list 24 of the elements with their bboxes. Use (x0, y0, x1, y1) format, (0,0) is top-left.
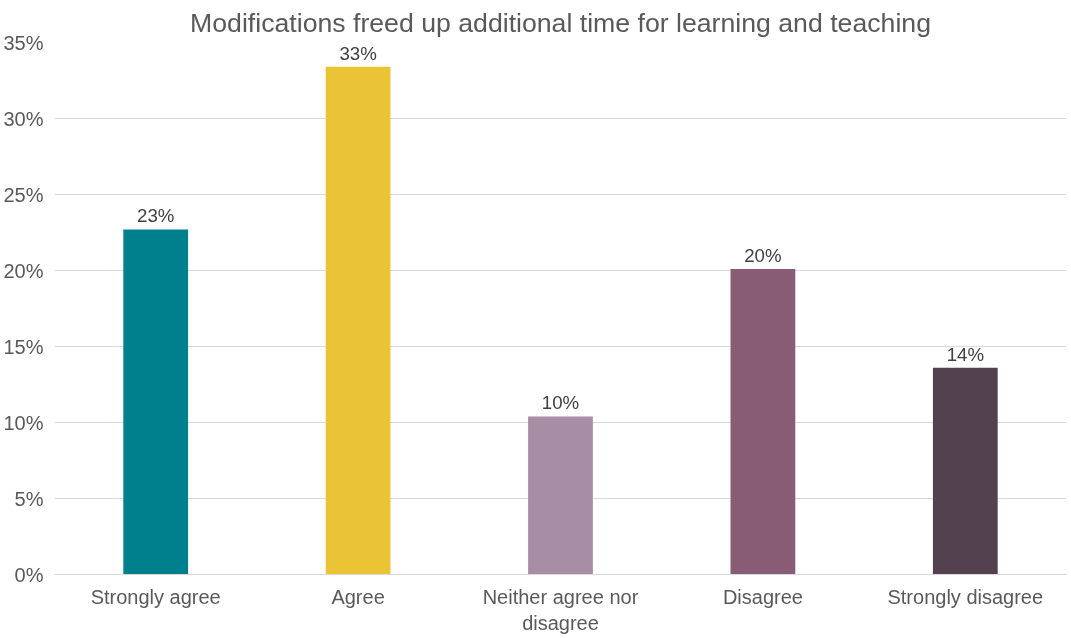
y-tick-label: 30% (3, 107, 44, 130)
bar (730, 268, 796, 575)
data-label: 20% (744, 244, 782, 266)
chart-title: Modifications freed up additional time for learning and teaching (190, 7, 931, 38)
bar (528, 416, 593, 575)
y-tick-label: 0% (14, 563, 44, 586)
x-tick-label: Disagree (722, 585, 803, 608)
data-label: 33% (339, 42, 377, 64)
y-tick-label: 25% (3, 183, 44, 206)
y-tick-label: 15% (3, 335, 44, 358)
x-tick-label: Neither agree nor disagree (482, 585, 639, 634)
bar (123, 229, 189, 575)
y-tick-label: 10% (3, 411, 44, 434)
y-tick-label: 5% (14, 487, 44, 510)
y-tick-label: 20% (3, 259, 44, 282)
x-tick-label: Strongly agree (90, 585, 221, 608)
x-tick-label: Agree (331, 585, 385, 608)
bar (325, 66, 391, 575)
data-label: 10% (541, 392, 580, 414)
x-tick-label: Strongly disagree (887, 585, 1044, 608)
bar (932, 367, 998, 575)
y-tick-label: 35% (3, 31, 44, 54)
data-label: 23% (137, 205, 175, 227)
data-label: 14% (946, 343, 984, 365)
